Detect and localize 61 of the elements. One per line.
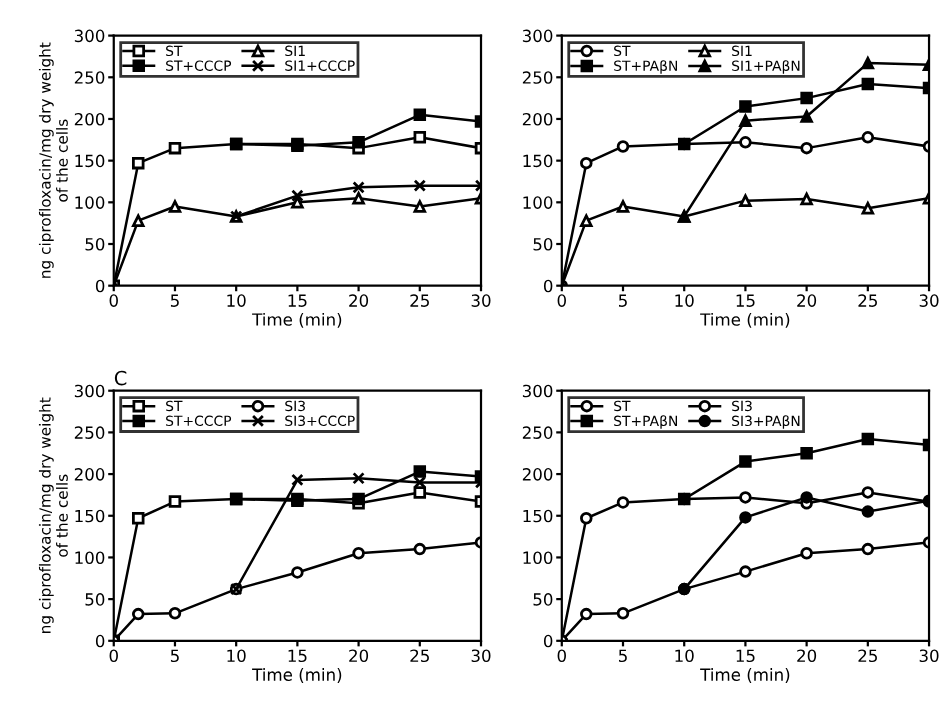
y-tick-label: 100	[75, 551, 105, 565]
y-tick-label: 50	[85, 237, 105, 251]
y-tick-label: 250	[74, 426, 105, 439]
x-tick-label: 0	[557, 649, 566, 663]
x-tick-label: 25	[410, 294, 429, 307]
x-tick-label: 10	[675, 294, 694, 307]
x-tick-label: 10	[675, 649, 694, 663]
x-tick-label: 15	[736, 649, 755, 663]
x-tick-label: 5	[170, 294, 179, 307]
x-tick-label: 15	[288, 294, 307, 307]
y-tick-label: 0	[95, 279, 105, 293]
y-tick-label: 200	[74, 112, 105, 126]
x-tick-label: 10	[227, 294, 246, 307]
y-tick-label: 150	[75, 509, 105, 523]
x-tick-label: 30	[471, 294, 491, 307]
y-tick-label: 150	[75, 154, 105, 168]
x-tick-label: 20	[349, 294, 369, 307]
y-tick-label: 100	[75, 196, 105, 209]
x-tick-label: 15	[288, 649, 307, 663]
x-tick-label: 15	[736, 294, 755, 307]
y-tick-label: 100	[523, 196, 553, 209]
y-tick-label: 300	[74, 384, 105, 398]
x-tick-label: 30	[919, 649, 939, 663]
x-tick-label: 0	[109, 649, 118, 663]
x-tick-label: 0	[557, 294, 566, 307]
y-tick-label: 50	[85, 593, 105, 606]
y-tick-label: 0	[543, 279, 553, 293]
y-tick-label: 300	[522, 29, 553, 43]
x-axis-title: Time (min)	[700, 312, 790, 328]
x-tick-label: 0	[109, 294, 118, 307]
y-tick-label: 200	[522, 468, 553, 481]
y-tick-label: 200	[522, 112, 553, 126]
x-tick-label: 25	[858, 649, 877, 663]
x-tick-label: 20	[797, 649, 817, 663]
chart-title: C	[114, 370, 127, 386]
x-tick-label: 30	[471, 649, 491, 663]
y-tick-label: 300	[522, 384, 553, 398]
y-tick-label: 250	[522, 426, 553, 439]
y-tick-label: 150	[523, 154, 553, 168]
y-tick-label: 200	[74, 468, 105, 481]
y-tick-label: 50	[533, 237, 553, 251]
x-tick-label: 30	[919, 294, 939, 307]
x-axis-title: Time (min)	[252, 312, 342, 328]
y-tick-label: 100	[523, 551, 553, 565]
x-axis-title: Time (min)	[700, 668, 790, 683]
y-tick-label: 50	[533, 593, 553, 606]
y-tick-label: 0	[95, 634, 105, 648]
x-tick-label: 5	[170, 649, 179, 663]
y-tick-label: 250	[74, 71, 105, 84]
x-tick-label: 20	[349, 649, 369, 663]
x-tick-label: 25	[858, 294, 877, 307]
x-tick-label: 25	[410, 649, 429, 663]
y-tick-label: 150	[523, 509, 553, 523]
x-axis-title: Time (min)	[252, 668, 342, 683]
x-tick-label: 5	[618, 294, 627, 307]
x-tick-label: 5	[618, 649, 627, 663]
y-tick-label: 0	[543, 634, 553, 648]
y-tick-label: 300	[74, 29, 105, 43]
y-tick-label: 250	[522, 71, 553, 84]
x-tick-label: 20	[797, 294, 817, 307]
x-tick-label: 10	[227, 649, 246, 663]
